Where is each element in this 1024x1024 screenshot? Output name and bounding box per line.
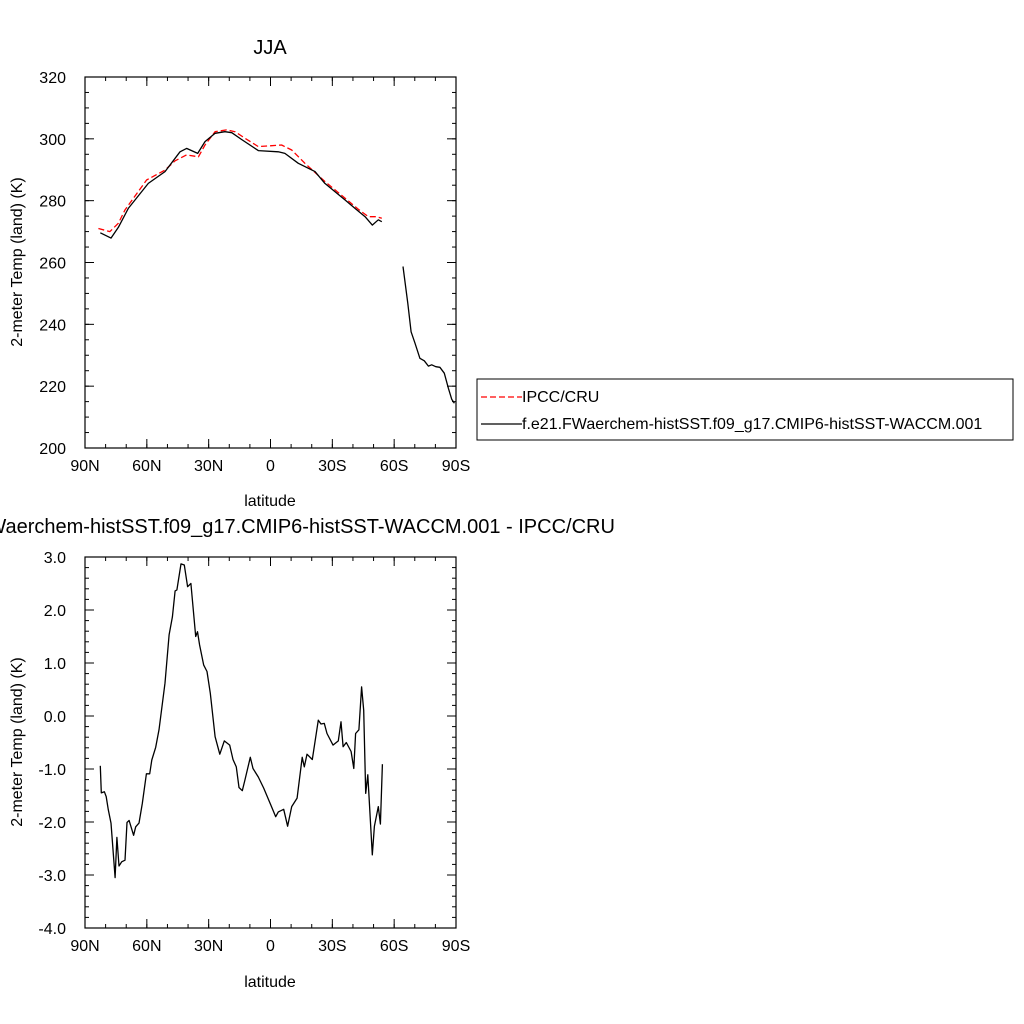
x-tick-label: 90N: [70, 938, 99, 955]
x-tick-label: 30N: [194, 938, 223, 955]
y-tick-label: -4.0: [38, 921, 66, 938]
y-tick-label: 260: [39, 256, 66, 273]
x-tick-label: 0: [266, 938, 275, 955]
y-tick-label: -1.0: [38, 762, 66, 779]
y-tick-label: 320: [39, 70, 66, 87]
x-tick-label: 90N: [70, 458, 99, 475]
y-tick-label: 200: [39, 441, 66, 458]
y-tick-label: 2.0: [44, 603, 66, 620]
plot-frame: [84, 556, 457, 929]
bottom-xlabel: latitude: [244, 974, 296, 991]
x-tick-label: 60N: [132, 938, 161, 955]
legend: IPCC/CRU f.e21.FWaerchem-histSST.f09_g17…: [476, 378, 1014, 441]
y-tick-label: 220: [39, 379, 66, 396]
bottom-title: f.e21.FWaerchem-histSST.f09_g17.CMIP6-hi…: [0, 516, 615, 538]
y-tick-label: -3.0: [38, 868, 66, 885]
top-title: JJA: [253, 37, 287, 59]
top-panel: JJA latitude 2-meter Temp (land) (K) 90N…: [9, 37, 470, 510]
top-ylabel: 2-meter Temp (land) (K): [9, 177, 26, 347]
x-tick-label: 30N: [194, 458, 223, 475]
y-tick-label: 1.0: [44, 656, 66, 673]
y-tick-label: 3.0: [44, 550, 66, 567]
x-tick-label: 60N: [132, 458, 161, 475]
x-tick-label: 90S: [442, 938, 470, 955]
legend-label-model: f.e21.FWaerchem-histSST.f09_g17.CMIP6-hi…: [522, 416, 982, 433]
series-line-1: [402, 266, 455, 404]
top-xlabel: latitude: [244, 493, 296, 510]
series-line-0: [98, 129, 382, 233]
bottom-ylabel: 2-meter Temp (land) (K): [9, 657, 26, 827]
bottom-panel: f.e21.FWaerchem-histSST.f09_g17.CMIP6-hi…: [0, 516, 615, 991]
series-line-0: [99, 563, 384, 879]
x-tick-label: 30S: [318, 938, 346, 955]
y-tick-label: -2.0: [38, 815, 66, 832]
legend-label-ipcc-cru: IPCC/CRU: [522, 389, 599, 406]
x-tick-label: 0: [266, 458, 275, 475]
y-tick-label: 0.0: [44, 709, 66, 726]
legend-box: [476, 378, 1014, 441]
plot-frame: [84, 76, 457, 449]
x-tick-label: 60S: [380, 938, 408, 955]
series-line-1: [100, 131, 383, 239]
y-tick-label: 240: [39, 317, 66, 334]
y-tick-label: 300: [39, 132, 66, 149]
x-tick-label: 30S: [318, 458, 346, 475]
x-tick-label: 60S: [380, 458, 408, 475]
y-tick-label: 280: [39, 194, 66, 211]
x-tick-label: 90S: [442, 458, 470, 475]
